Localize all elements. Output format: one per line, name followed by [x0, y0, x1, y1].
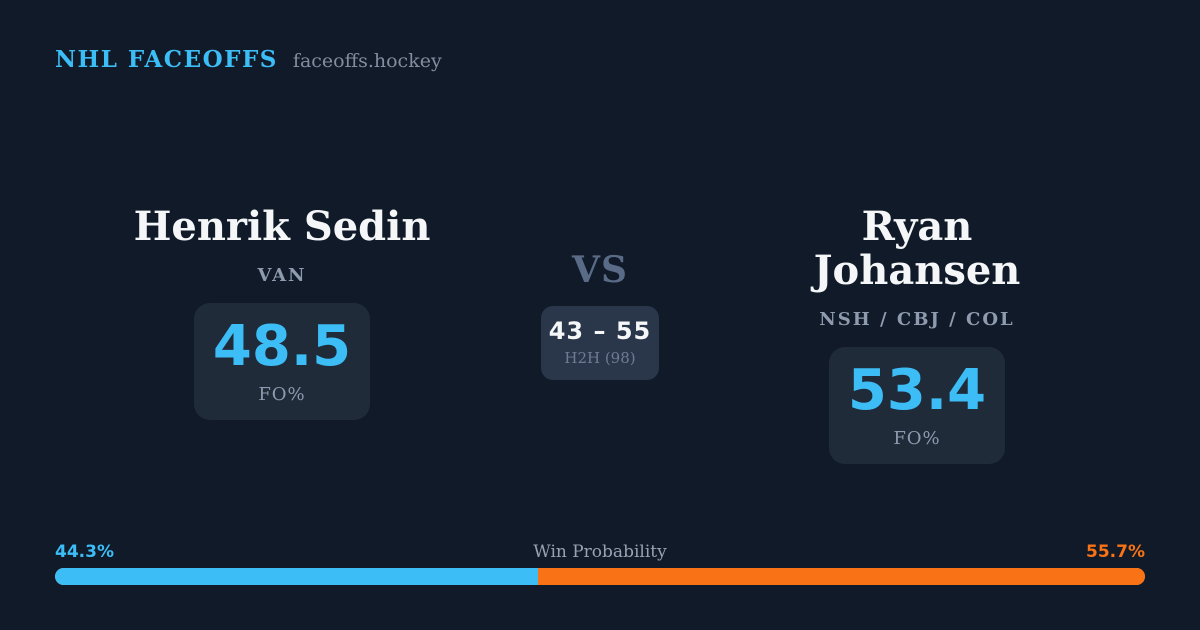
right-player-column: Ryan Johansen NSH / CBJ / COL 53.4 FO%	[757, 205, 1077, 464]
win-probability-bar-right-segment	[537, 568, 1145, 585]
left-player-teams: VAN	[257, 265, 307, 286]
win-probability-labels: 44.3% Win Probability 55.7%	[55, 542, 1145, 562]
win-probability-left-pct: 44.3%	[55, 542, 114, 562]
vs-label: VS	[572, 249, 628, 291]
win-probability-bar	[55, 568, 1145, 585]
brand-title: NHL FACEOFFS	[55, 46, 278, 73]
left-stat-card: 48.5 FO%	[194, 303, 370, 420]
left-stat-value: 48.5	[212, 313, 352, 379]
right-player-teams: NSH / CBJ / COL	[819, 309, 1015, 330]
right-player-name: Ryan Johansen	[813, 203, 1021, 294]
header: NHL FACEOFFS faceoffs.hockey	[55, 46, 442, 73]
h2h-caption: H2H (98)	[564, 349, 636, 367]
h2h-card: 43 – 55 H2H (98)	[541, 306, 659, 380]
right-stat-value: 53.4	[847, 357, 987, 423]
left-player-column: Henrik Sedin VAN 48.5 FO%	[122, 205, 442, 420]
right-stat-label: FO%	[893, 427, 941, 449]
matchup-column: VS 43 – 55 H2H (98)	[450, 252, 750, 380]
h2h-score: 43 – 55	[548, 317, 652, 345]
win-probability-right-pct: 55.7%	[1086, 542, 1145, 562]
win-probability-bar-left-segment	[55, 568, 538, 585]
right-stat-card: 53.4 FO%	[829, 347, 1005, 464]
left-player-name: Henrik Sedin	[133, 203, 431, 250]
site-url: faceoffs.hockey	[292, 50, 442, 72]
left-stat-label: FO%	[258, 383, 306, 405]
win-probability-title: Win Probability	[533, 542, 667, 562]
